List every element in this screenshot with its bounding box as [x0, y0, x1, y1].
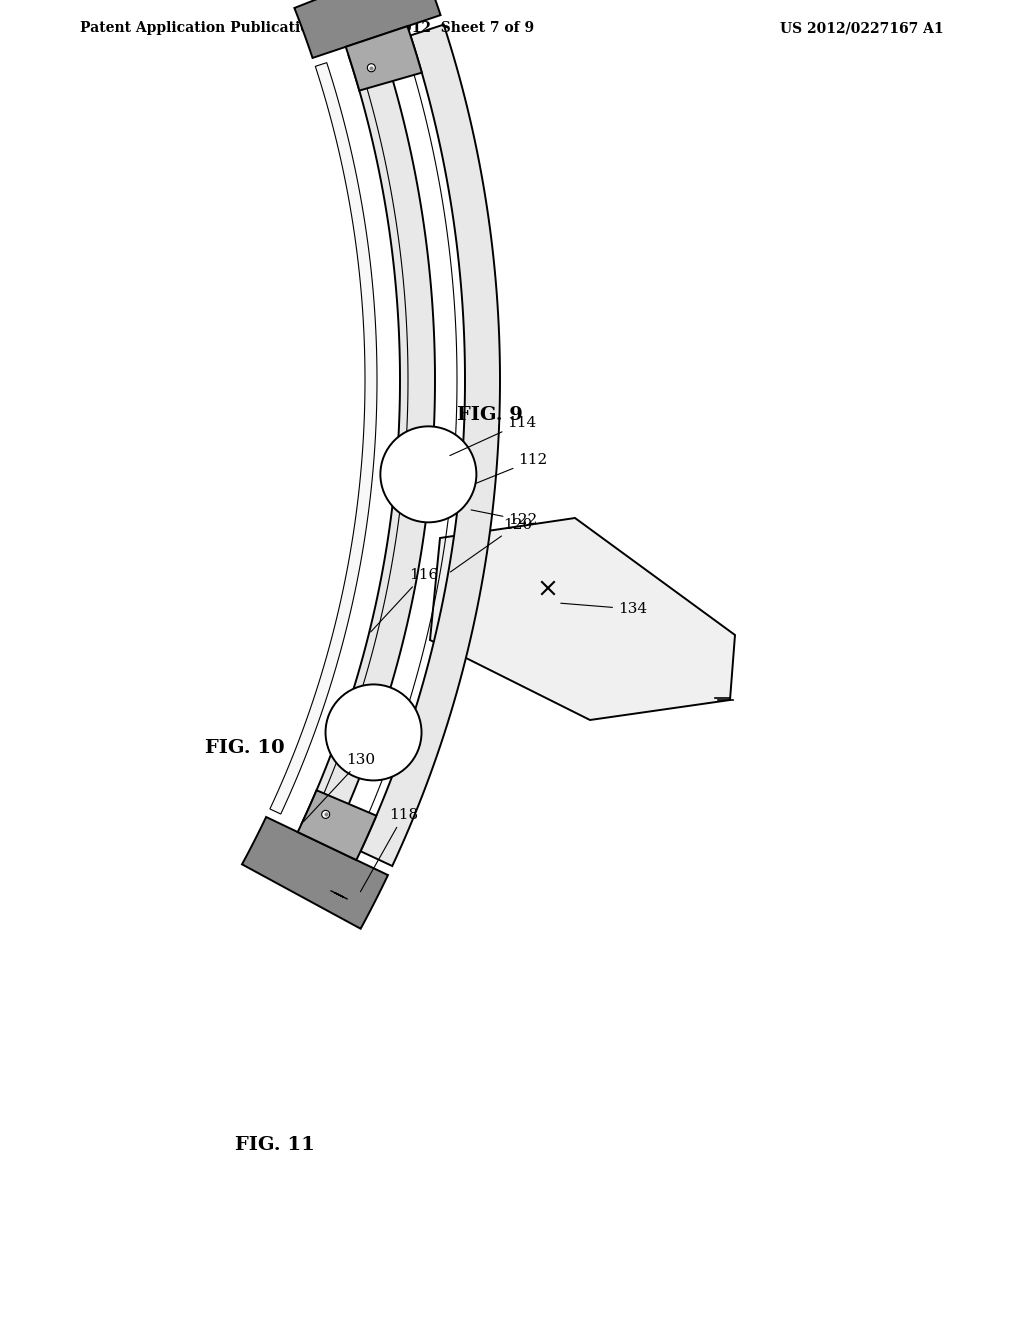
Circle shape [368, 63, 376, 71]
Text: 112: 112 [476, 453, 548, 483]
Text: 134: 134 [561, 602, 647, 616]
Polygon shape [270, 62, 377, 814]
Polygon shape [242, 817, 388, 929]
Circle shape [322, 810, 330, 818]
Text: 116: 116 [371, 568, 438, 632]
Text: FIG. 11: FIG. 11 [234, 1137, 314, 1154]
Text: FIG. 10: FIG. 10 [205, 739, 285, 756]
Text: 122: 122 [471, 510, 538, 528]
Polygon shape [430, 517, 735, 719]
Text: US 2012/0227167 A1: US 2012/0227167 A1 [780, 21, 944, 36]
Text: Patent Application Publication: Patent Application Publication [80, 21, 319, 36]
Polygon shape [346, 26, 422, 91]
Text: FIG. 9: FIG. 9 [457, 407, 523, 424]
Text: 118: 118 [360, 808, 418, 892]
Polygon shape [302, 45, 435, 838]
Polygon shape [294, 0, 440, 58]
Polygon shape [360, 25, 500, 866]
Text: 114: 114 [450, 416, 537, 455]
Text: 120: 120 [451, 517, 532, 572]
Polygon shape [298, 791, 377, 861]
Circle shape [326, 685, 422, 780]
Text: 130: 130 [303, 752, 376, 822]
Text: Sep. 13, 2012  Sheet 7 of 9: Sep. 13, 2012 Sheet 7 of 9 [326, 21, 535, 36]
Circle shape [380, 426, 476, 523]
